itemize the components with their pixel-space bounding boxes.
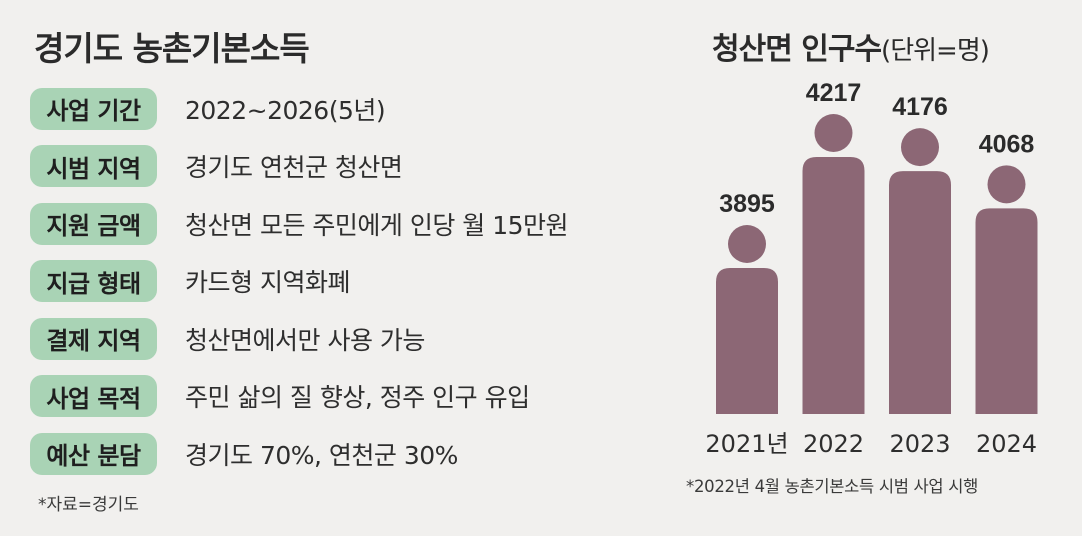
x-tick-label: 2024 — [976, 430, 1037, 458]
x-tick-label: 2021년 — [705, 430, 788, 458]
data-label-2022: 4217 — [806, 80, 862, 107]
info-value: 청산면 모든 주민에게 인당 월 15만원 — [185, 210, 569, 240]
chart-footnote: *2022년 4월 농촌기본소득 시범 사업 시행 — [686, 477, 978, 496]
info-row-purpose: 사업 목적 주민 삶의 질 향상, 정주 인구 유입 — [30, 368, 680, 426]
info-row-amount: 지원 금액 청산면 모든 주민에게 인당 월 15만원 — [30, 195, 680, 253]
info-label: 지급 형태 — [30, 260, 157, 303]
bar-2021년 — [716, 268, 778, 414]
bar-2022 — [802, 157, 865, 414]
info-value: 경기도 연천군 청산면 — [185, 153, 403, 183]
info-row-payment-type: 지급 형태 카드형 지역화폐 — [30, 253, 680, 311]
info-value: 주민 삶의 질 향상, 정주 인구 유입 — [185, 383, 530, 413]
info-value: 2022~2026(5년) — [185, 95, 386, 125]
chart-title: 청산면 인구수(단위=명) — [712, 24, 990, 68]
info-label: 지원 금액 — [30, 202, 157, 245]
info-table: 사업 기간 2022~2026(5년) 시범 지역 경기도 연천군 청산면 지원… — [30, 80, 680, 483]
data-label-2021년: 3895 — [719, 190, 775, 218]
chart-unit: (단위=명) — [881, 36, 990, 66]
left-title: 경기도 농촌기본소득 — [34, 29, 310, 68]
info-value: 카드형 지역화폐 — [185, 268, 350, 298]
bar-head-2024 — [987, 165, 1026, 204]
x-tick-label: 2023 — [889, 430, 950, 458]
population-bar-chart: 3895 2021년 4217 2022 4176 2023 4068 2024 — [705, 80, 1038, 458]
bar-head-2022 — [814, 114, 853, 152]
info-label: 결제 지역 — [30, 317, 157, 360]
info-row-budget: 예산 분담 경기도 70%, 연천군 30% — [30, 425, 680, 483]
info-label: 예산 분담 — [30, 432, 157, 475]
x-tick-label: 2022 — [803, 430, 864, 458]
info-label: 사업 기간 — [30, 87, 157, 130]
info-label: 사업 목적 — [30, 375, 157, 418]
source-note: *자료=경기도 — [38, 495, 139, 515]
data-label-2024: 4068 — [979, 130, 1035, 158]
chart-title-text: 청산면 인구수 — [712, 32, 882, 67]
info-value: 청산면에서만 사용 가능 — [185, 325, 425, 355]
info-row-period: 사업 기간 2022~2026(5년) — [30, 80, 680, 138]
info-row-region: 시범 지역 경기도 연천군 청산면 — [30, 138, 680, 196]
data-label-2023: 4176 — [892, 93, 948, 121]
bar-head-2021년 — [728, 225, 766, 263]
bar-2023 — [889, 171, 951, 414]
info-label: 시범 지역 — [30, 145, 157, 188]
info-value: 경기도 70%, 연천군 30% — [185, 440, 458, 470]
bar-2024 — [975, 208, 1038, 414]
info-row-usage-area: 결제 지역 청산면에서만 사용 가능 — [30, 310, 680, 368]
bar-head-2023 — [901, 128, 939, 167]
